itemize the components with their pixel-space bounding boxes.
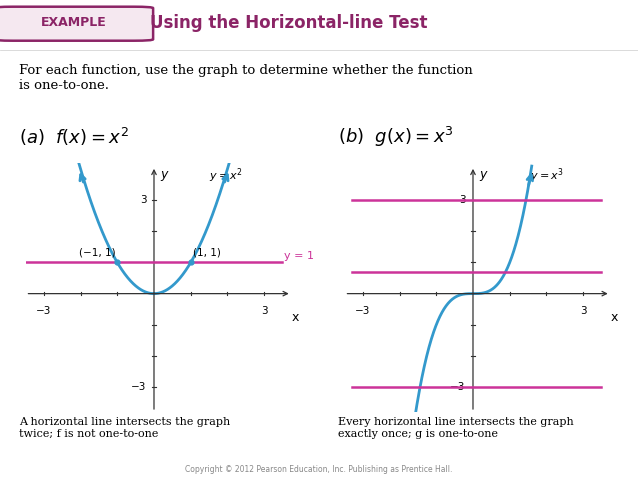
Text: y = 1: y = 1 — [285, 251, 315, 261]
Text: y: y — [480, 168, 487, 181]
Text: y: y — [161, 168, 168, 181]
Text: Copyright © 2012 Pearson Education, Inc. Publishing as Prentice Hall.: Copyright © 2012 Pearson Education, Inc.… — [185, 465, 453, 474]
Text: EXAMPLE: EXAMPLE — [40, 16, 107, 29]
Text: x: x — [292, 311, 299, 324]
Text: A horizontal line intersects the graph
twice; f is not one-to-one: A horizontal line intersects the graph t… — [19, 417, 230, 439]
Text: −3: −3 — [36, 306, 52, 316]
Text: $(a)$  $f(x) = x^2$: $(a)$ $f(x) = x^2$ — [19, 126, 129, 148]
Text: Every horizontal line intersects the graph
exactly once; g is one-to-one: Every horizontal line intersects the gra… — [338, 417, 574, 439]
Text: Using the Horizontal-line Test: Using the Horizontal-line Test — [150, 13, 427, 32]
Text: $(b)$  $g(x) = x^3$: $(b)$ $g(x) = x^3$ — [338, 125, 454, 149]
Text: −3: −3 — [131, 382, 147, 392]
Text: 3: 3 — [140, 195, 147, 205]
Text: x: x — [611, 311, 618, 324]
FancyBboxPatch shape — [0, 7, 153, 41]
Text: For each function, use the graph to determine whether the function
is one-to-one: For each function, use the graph to dete… — [19, 64, 473, 92]
Text: $y = x^2$: $y = x^2$ — [209, 166, 243, 185]
Text: 3: 3 — [580, 306, 586, 316]
Text: (1, 1): (1, 1) — [193, 248, 220, 258]
Text: −3: −3 — [355, 306, 371, 316]
Text: 3: 3 — [459, 195, 466, 205]
Text: (−1, 1): (−1, 1) — [79, 248, 115, 258]
Text: 3: 3 — [261, 306, 267, 316]
Text: −3: −3 — [450, 382, 466, 392]
Text: $y = x^3$: $y = x^3$ — [530, 166, 564, 185]
